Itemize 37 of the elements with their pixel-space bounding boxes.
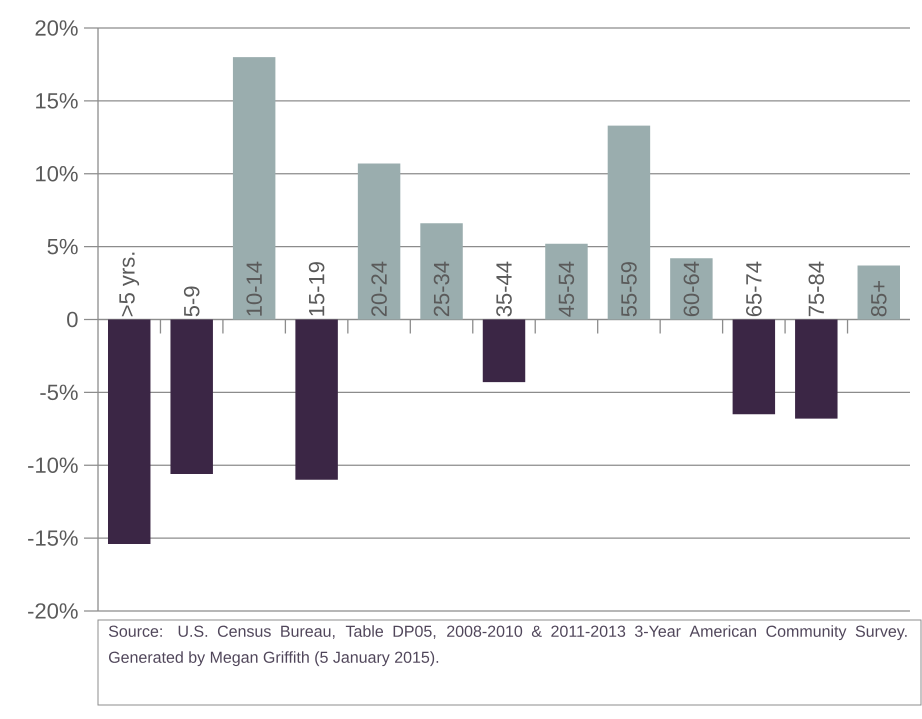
x-tick-label: 5-9 <box>184 286 200 316</box>
bar <box>608 126 650 320</box>
x-tick-label: 10-14 <box>246 262 262 316</box>
bar <box>295 319 338 480</box>
y-tick-label: 5% <box>48 238 78 254</box>
bar <box>108 319 150 544</box>
x-tick-label: 15-19 <box>308 262 324 316</box>
x-tick-label: 25-34 <box>434 262 450 316</box>
bar <box>545 244 588 320</box>
bar <box>670 258 713 320</box>
bar <box>732 319 776 414</box>
source-note: Source: U.S. Census Bureau, Table DP05, 2008-2010 & 2011-2013 3-Year American Community Survey. <box>108 625 907 640</box>
x-tick-label: 60-64 <box>684 262 700 316</box>
text: Generated by Megan Griffith (5 January 2015). <box>109 651 438 666</box>
x-tick-label: 35-44 <box>496 262 512 316</box>
y-tick-label: -15% <box>28 530 78 546</box>
y-tick-label: -5% <box>40 384 78 400</box>
bar <box>232 57 276 320</box>
y-tick-label: 15% <box>36 93 78 109</box>
y-tick-label: 0 <box>67 312 78 328</box>
bar <box>420 223 463 320</box>
y-tick-label: 20% <box>36 20 78 36</box>
x-tick-label: 45-54 <box>558 262 574 317</box>
bar <box>170 319 213 474</box>
y-tick-label: 10% <box>36 166 78 182</box>
bar <box>482 319 526 382</box>
x-tick-label: 65-74 <box>746 262 762 316</box>
x-tick-label: >5 yrs. <box>119 252 140 316</box>
x-tick-label: 55-59 <box>621 262 637 316</box>
x-tick-label: 20-24 <box>371 262 387 316</box>
bar <box>358 164 400 320</box>
y-tick-label: -20% <box>28 603 78 619</box>
y-tick-label: -10% <box>28 457 78 474</box>
bar <box>858 266 900 320</box>
x-tick-label: 85+ <box>870 281 887 316</box>
bar <box>795 319 838 419</box>
x-tick-label: 75-84 <box>808 262 824 316</box>
